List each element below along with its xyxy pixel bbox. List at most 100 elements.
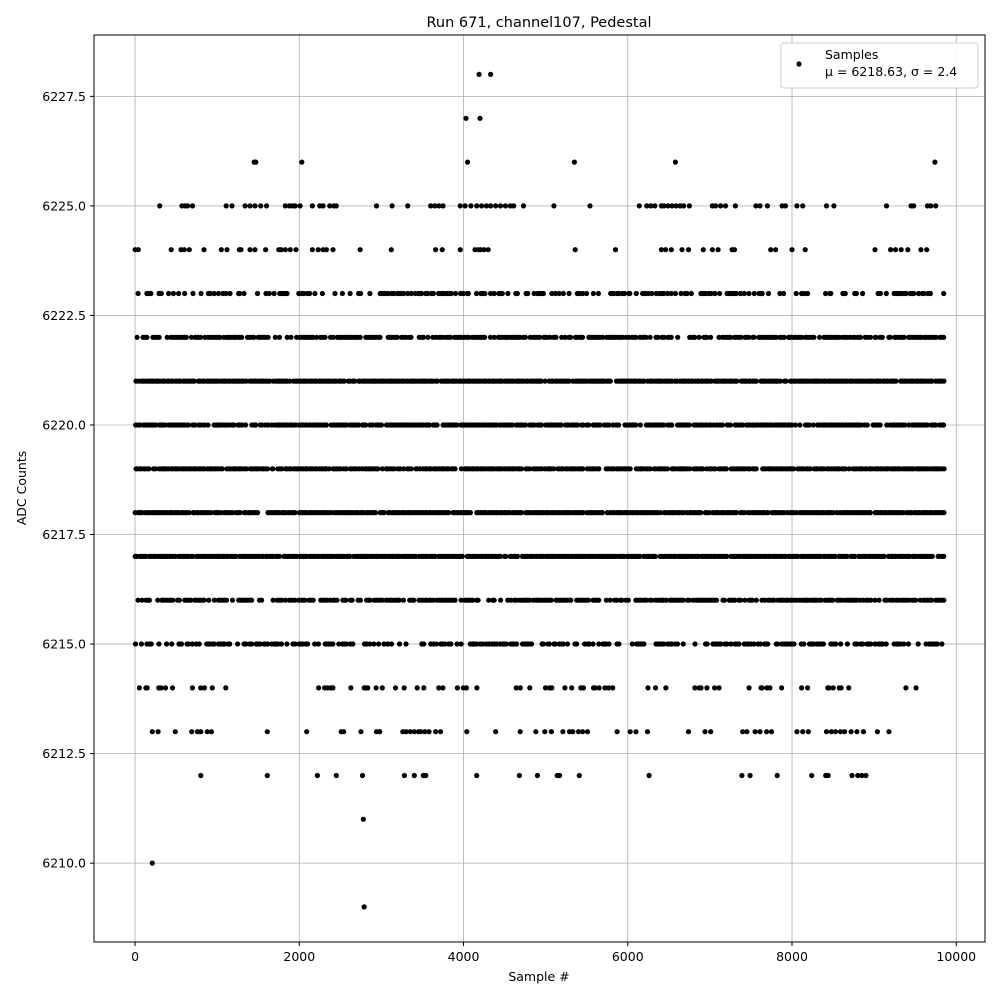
data-point	[423, 772, 429, 779]
data-point	[208, 729, 214, 735]
data-point	[270, 597, 276, 603]
data-point	[925, 422, 931, 428]
data-point	[901, 334, 907, 340]
data-point	[333, 772, 339, 779]
data-point	[361, 904, 367, 910]
data-point	[518, 509, 525, 516]
data-point	[685, 729, 692, 735]
data-point	[473, 641, 480, 647]
data-point	[528, 641, 535, 647]
data-point	[457, 247, 463, 253]
data-point	[740, 729, 746, 735]
y-axis-label: ADC Counts	[14, 451, 29, 526]
data-point	[637, 422, 644, 428]
data-point	[645, 685, 651, 691]
data-point	[522, 334, 529, 340]
data-point	[794, 203, 800, 209]
data-point	[753, 203, 759, 209]
data-point	[436, 203, 442, 209]
data-point	[842, 466, 849, 472]
data-point	[728, 334, 734, 340]
data-point	[783, 378, 789, 384]
data-point	[253, 159, 259, 165]
data-point	[156, 334, 162, 340]
data-point	[538, 422, 545, 428]
data-point	[407, 729, 413, 735]
data-point	[488, 71, 494, 77]
data-point	[791, 641, 797, 647]
data-point	[505, 290, 511, 297]
data-point	[777, 290, 783, 297]
data-point	[189, 203, 196, 209]
data-point	[350, 641, 356, 647]
data-point	[201, 685, 208, 691]
data-point	[223, 203, 229, 209]
data-point	[644, 729, 651, 735]
data-point	[276, 334, 283, 340]
data-point	[549, 685, 555, 691]
data-point	[264, 729, 270, 735]
data-point	[373, 203, 380, 209]
data-point	[901, 641, 907, 647]
data-point	[258, 203, 264, 209]
data-point	[823, 203, 830, 209]
data-point	[385, 641, 391, 647]
data-point	[702, 729, 708, 735]
data-point	[806, 422, 812, 428]
data-point	[552, 290, 559, 297]
data-point	[270, 466, 276, 472]
data-point	[685, 247, 692, 253]
data-point	[724, 641, 730, 647]
data-point	[266, 290, 272, 297]
data-point	[520, 203, 527, 209]
data-point	[522, 422, 529, 428]
data-point	[405, 290, 411, 297]
data-point	[411, 729, 417, 735]
data-point	[271, 290, 277, 297]
data-point	[252, 247, 258, 253]
data-point	[698, 509, 704, 516]
data-point	[491, 597, 497, 603]
data-point	[411, 772, 417, 779]
data-point	[497, 553, 503, 560]
legend-marker	[796, 61, 802, 67]
data-point	[636, 203, 642, 209]
data-point	[759, 685, 765, 691]
data-point	[339, 290, 345, 297]
data-point	[833, 641, 839, 647]
data-point	[888, 247, 894, 253]
y-tick-label: 6215.0	[42, 637, 86, 652]
data-point	[860, 290, 866, 297]
data-point	[459, 553, 465, 560]
data-point	[204, 729, 210, 735]
data-point	[315, 247, 321, 253]
data-point	[278, 247, 284, 253]
data-point	[343, 466, 349, 472]
data-point	[673, 203, 679, 209]
data-point	[341, 729, 347, 735]
data-point	[583, 290, 590, 297]
data-point	[590, 641, 596, 647]
data-point	[647, 334, 653, 340]
data-point	[503, 641, 509, 647]
data-point	[425, 334, 431, 340]
data-point	[771, 597, 777, 603]
data-point	[465, 290, 471, 297]
data-point	[684, 290, 690, 297]
data-point	[661, 290, 667, 297]
data-point	[418, 729, 424, 735]
data-point	[276, 553, 283, 560]
data-point	[647, 466, 653, 472]
data-point	[440, 203, 446, 209]
data-point	[430, 597, 437, 603]
data-point	[185, 641, 191, 647]
data-point	[826, 685, 832, 691]
data-point	[633, 334, 639, 340]
data-point	[718, 203, 724, 209]
data-points	[132, 71, 947, 910]
data-point	[476, 71, 482, 77]
data-point	[146, 597, 152, 603]
data-point	[396, 641, 403, 647]
data-point	[749, 597, 755, 603]
